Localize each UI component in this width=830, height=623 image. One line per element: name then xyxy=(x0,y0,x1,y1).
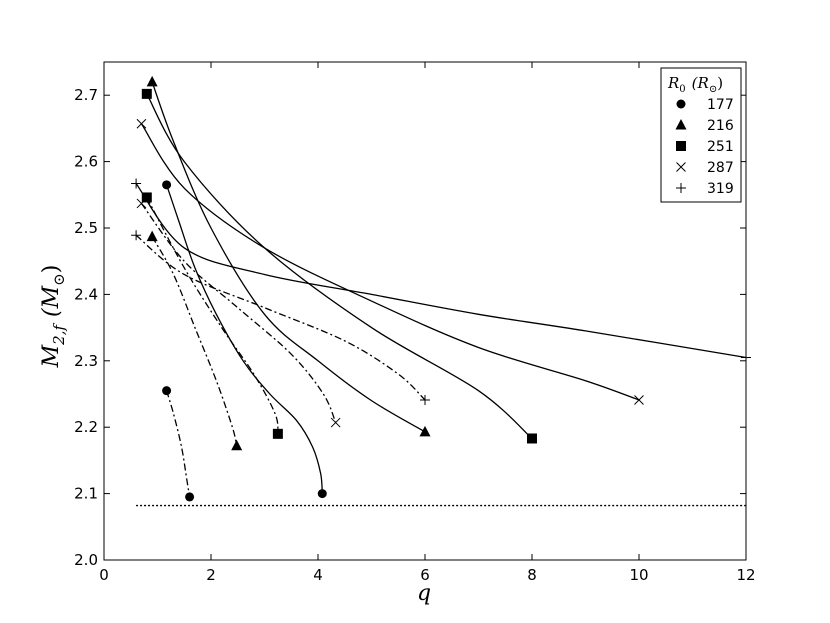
series-7-start-marker xyxy=(136,118,147,129)
series-line-7 xyxy=(140,123,640,401)
legend-title-unit-close: ) xyxy=(717,74,723,92)
series-4-end-marker xyxy=(231,439,243,451)
x-tick-label: 10 xyxy=(629,566,648,584)
y-axis-label-unit: (M xyxy=(39,285,64,317)
x-tick-label: 8 xyxy=(527,566,537,584)
series-10-start-marker xyxy=(131,230,142,241)
x-tick-label: 4 xyxy=(313,566,323,584)
legend-entries: 177 216 251 287 319 xyxy=(675,97,734,197)
series-10-end-marker xyxy=(420,394,430,405)
y-tick-label: 2.0 xyxy=(74,551,98,569)
series-line-3 xyxy=(151,81,426,433)
legend-title-main: R xyxy=(667,74,679,92)
legend-marker-triangle xyxy=(675,119,687,130)
legend-title-unit-sub: ⊙ xyxy=(709,84,717,95)
x-tick-label: 0 xyxy=(99,566,109,584)
y-tick-label: 2.5 xyxy=(74,219,98,237)
y-axis-label-main: M xyxy=(39,344,64,368)
series-3-end-marker xyxy=(419,425,431,437)
plot-frame xyxy=(103,61,747,561)
series-8-end-marker xyxy=(330,417,341,428)
series-7-end-marker xyxy=(634,395,644,405)
series-1-start-marker xyxy=(162,180,172,190)
legend-box xyxy=(660,67,742,203)
legend-label: 216 xyxy=(707,118,734,134)
series-line-5 xyxy=(146,93,533,439)
svg-text:M2,f(M⊙): M2,f (M⊙) xyxy=(39,265,68,369)
series-line-9 xyxy=(135,183,747,359)
x-tick-label: 2 xyxy=(206,566,216,584)
legend-marker-plus xyxy=(676,183,686,193)
x-axis-label: q xyxy=(417,581,431,606)
y-tick-label: 2.3 xyxy=(74,352,98,370)
series-4-start-marker xyxy=(146,230,158,242)
legend-marker-x xyxy=(676,162,686,172)
legend-label: 177 xyxy=(707,97,734,113)
ticks-layer: 0 2 4 6 8 10 12 2.0 2.1 2.2 2.3 2.4 2.5 2.6 2.7 xyxy=(74,62,756,584)
legend-title-unit: (R xyxy=(692,74,709,92)
series-5-end-marker xyxy=(527,433,537,444)
y-tick-label: 2.7 xyxy=(74,86,98,104)
legend: R0 (R⊙) 177 216 251 287 319 xyxy=(660,67,742,203)
y-axis-label-unit-close: ) xyxy=(39,265,64,274)
y-axis-label-unit-sub: ⊙ xyxy=(50,273,68,286)
y-tick-label: 2.4 xyxy=(74,285,98,303)
y-axis-label: M2,f (M⊙) xyxy=(39,265,68,369)
series-line-2 xyxy=(165,390,191,498)
legend-title-sub: 0 xyxy=(679,84,685,95)
x-tick-label: 12 xyxy=(736,566,755,584)
y-tick-label: 2.6 xyxy=(74,153,98,171)
series-6-start-marker xyxy=(141,192,152,203)
legend-marker-square xyxy=(676,141,686,151)
series-5-start-marker xyxy=(141,88,152,99)
series-9-start-marker xyxy=(131,178,142,189)
x-tick-label: 6 xyxy=(420,566,430,584)
svg-text:R0(R⊙): R0 (R⊙) xyxy=(667,74,723,95)
y-tick-label: 2.1 xyxy=(74,485,98,503)
series-8-start-marker xyxy=(136,198,147,209)
series-line-10 xyxy=(135,234,426,401)
series-6-end-marker xyxy=(272,428,283,439)
series-2-start-marker xyxy=(162,386,172,396)
y-axis-label-sub: 2,f xyxy=(50,323,68,346)
series-layer xyxy=(131,75,751,507)
legend-label: 319 xyxy=(707,181,734,197)
series-1-end-marker xyxy=(317,489,327,499)
legend-label: 251 xyxy=(707,139,734,155)
series-line-8 xyxy=(140,203,337,423)
legend-label: 287 xyxy=(707,160,734,176)
series-2-end-marker xyxy=(185,492,195,502)
legend-marker-circle xyxy=(676,99,686,109)
y-tick-label: 2.2 xyxy=(74,418,98,436)
series-3-start-marker xyxy=(146,75,158,87)
